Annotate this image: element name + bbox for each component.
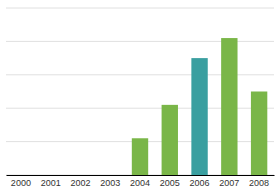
x-tick-label: 2002 [70,178,90,188]
plot: 2000 2001 2002 2003 2004 2005 2006 2007 2008 [6,8,275,188]
grid-line [6,8,274,9]
bar [102,175,118,176]
bar [251,92,267,176]
x-tick: 2007 [219,175,239,188]
x-tick-label: 2005 [160,178,180,188]
x-tick-label: 2007 [219,178,239,188]
x-tick: 2000 [11,175,31,188]
grid [6,8,274,175]
x-axis-line [7,175,275,176]
x-tick: 2008 [249,175,269,188]
bar [191,58,207,175]
x-tick-label: 2008 [249,178,269,188]
bar [72,175,88,176]
x-tick-label: 2006 [190,178,210,188]
bar [13,175,29,176]
bar [132,138,148,175]
x-tick-label: 2004 [130,178,150,188]
x-tick: 2001 [41,175,61,188]
x-tick-label: 2000 [11,178,31,188]
bar [162,105,178,175]
x-tick: 2005 [160,175,180,188]
x-tick: 2004 [130,175,150,188]
bars [132,38,267,175]
x-tick: 2002 [70,175,90,188]
bar [221,38,237,175]
x-tick: 2006 [190,175,210,188]
x-tick: 2003 [100,175,120,188]
x-tick-label: 2003 [100,178,120,188]
x-axis: 2000 2001 2002 2003 2004 2005 2006 2007 2008 [7,175,275,188]
x-tick-label: 2001 [41,178,61,188]
chart: 2000 2001 2002 2003 2004 2005 2006 2007 2008 [0,0,280,195]
bar [42,175,58,176]
